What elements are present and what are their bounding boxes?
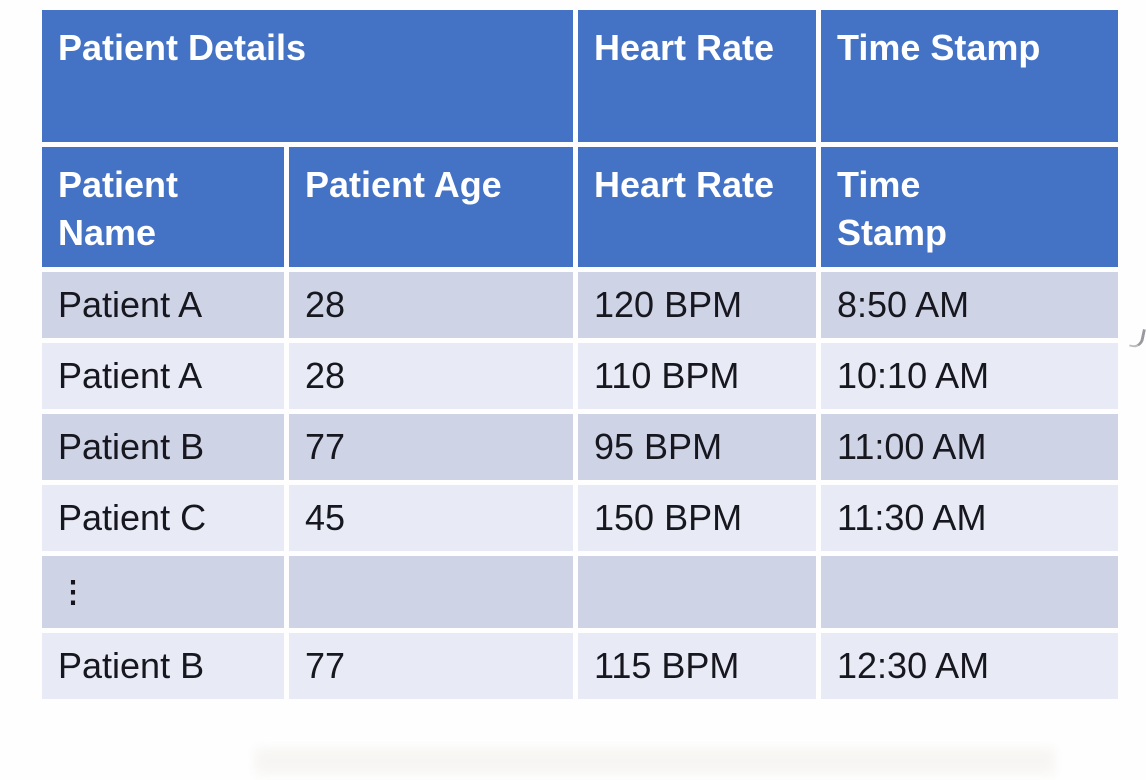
header-row-columns: Patient Name Patient Age Heart Rate Time… [42, 147, 1118, 267]
cell-time-stamp: 11:00 AM [821, 414, 1118, 480]
cell-heart-rate: 95 BPM [578, 414, 816, 480]
header-cell-heart-rate-group: Heart Rate [578, 10, 816, 142]
cell-patient-age: 77 [289, 633, 573, 699]
cell-heart-rate [578, 556, 816, 628]
header-cell-patient-name: Patient Name [42, 147, 284, 267]
table-row: Patient A 28 110 BPM 10:10 AM [42, 343, 1118, 409]
cell-time-stamp: 8:50 AM [821, 272, 1118, 338]
table-row: Patient C 45 150 BPM 11:30 AM [42, 485, 1118, 551]
cell-heart-rate: 150 BPM [578, 485, 816, 551]
table-row: Patient B 77 95 BPM 11:00 AM [42, 414, 1118, 480]
header-cell-heart-rate: Heart Rate [578, 147, 816, 267]
vertical-ellipsis: ⋮ [42, 556, 284, 628]
cell-patient-name: Patient C [42, 485, 284, 551]
cell-patient-name: Patient A [42, 343, 284, 409]
cell-time-stamp [821, 556, 1118, 628]
table-row-ellipsis: ⋮ [42, 556, 1118, 628]
cell-patient-name: Patient B [42, 414, 284, 480]
header-cell-time-stamp: Time Stamp [821, 147, 1118, 267]
header-cell-time-stamp-group: Time Stamp [821, 10, 1118, 142]
cell-patient-age: 28 [289, 272, 573, 338]
cell-time-stamp: 11:30 AM [821, 485, 1118, 551]
table-row: Patient B 77 115 BPM 12:30 AM [42, 633, 1118, 699]
cell-patient-age: 77 [289, 414, 573, 480]
cell-heart-rate: 120 BPM [578, 272, 816, 338]
cell-patient-age: 28 [289, 343, 573, 409]
cell-patient-age [289, 556, 573, 628]
cell-time-stamp: 10:10 AM [821, 343, 1118, 409]
table-shadow [255, 748, 1055, 774]
stray-pen-mark [1129, 326, 1146, 350]
cell-time-stamp: 12:30 AM [821, 633, 1118, 699]
cell-heart-rate: 110 BPM [578, 343, 816, 409]
header-cell-patient-age: Patient Age [289, 147, 573, 267]
table-row: Patient A 28 120 BPM 8:50 AM [42, 272, 1118, 338]
cell-patient-name: Patient B [42, 633, 284, 699]
cell-patient-name: Patient A [42, 272, 284, 338]
cell-patient-age: 45 [289, 485, 573, 551]
cell-heart-rate: 115 BPM [578, 633, 816, 699]
header-cell-patient-details: Patient Details [42, 10, 573, 142]
patient-table: Patient Details Heart Rate Time Stamp Pa… [37, 5, 1123, 704]
header-row-group: Patient Details Heart Rate Time Stamp [42, 10, 1118, 142]
